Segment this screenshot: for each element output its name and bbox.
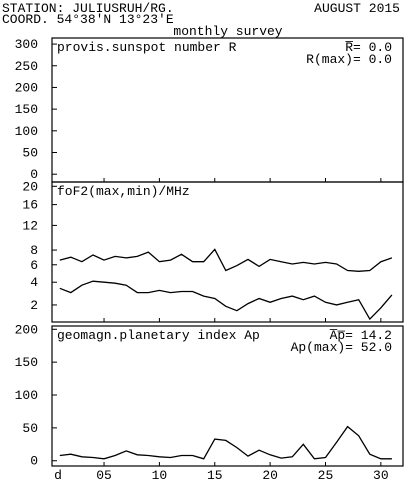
coord: COORD. 54°38'N 13°23'E [2, 12, 174, 27]
y-tick-label: 4 [30, 275, 38, 290]
y-tick-label: 6 [30, 258, 38, 273]
annotation: A̅p̅= 14.2 [330, 328, 392, 343]
annotation: R̅= 0.0 [345, 40, 392, 55]
series-line [59, 280, 393, 321]
annotation: R(max)= 0.0 [306, 52, 392, 67]
y-tick-label: 16 [22, 198, 38, 213]
y-tick-label: 300 [15, 37, 38, 52]
x-axis-label: d [54, 468, 62, 480]
y-tick-label: 8 [30, 243, 38, 258]
series-line [59, 425, 392, 460]
x-tick-label: 15 [207, 468, 223, 480]
y-tick-label: 100 [15, 124, 38, 139]
panel-title: foF2(max,min)/MHz [57, 184, 190, 199]
y-tick-label: 150 [15, 355, 38, 370]
x-tick-label: 10 [152, 468, 168, 480]
y-tick-label: 250 [15, 59, 38, 74]
annotation: Ap(max)= 52.0 [291, 340, 392, 355]
y-tick-label: 20 [22, 179, 38, 194]
panel-title: geomagn.planetary index Ap [57, 328, 260, 343]
panel-title: provis.sunspot number R [57, 40, 237, 55]
panel-frame [51, 181, 404, 323]
x-tick-label: 25 [318, 468, 334, 480]
y-tick-label: 100 [15, 388, 38, 403]
y-tick-label: 50 [22, 421, 38, 436]
y-tick-label: 0 [30, 167, 38, 182]
y-tick-label: 0 [30, 454, 38, 469]
y-tick-label: 2 [30, 298, 38, 313]
x-tick-label: 05 [96, 468, 112, 480]
panel-frame [51, 325, 404, 467]
y-tick-label: 50 [22, 146, 38, 161]
y-tick-label: 200 [15, 80, 38, 95]
period: AUGUST 2015 [314, 1, 400, 16]
y-tick-label: 12 [22, 218, 38, 233]
x-tick-label: 20 [262, 468, 278, 480]
series-line [59, 248, 393, 272]
y-tick-label: 200 [15, 322, 38, 337]
station: STATION: JULIUSRUH/RG. [2, 1, 174, 16]
x-tick-label: 30 [373, 468, 389, 480]
subtitle: monthly survey [173, 24, 282, 39]
y-tick-label: 150 [15, 102, 38, 117]
